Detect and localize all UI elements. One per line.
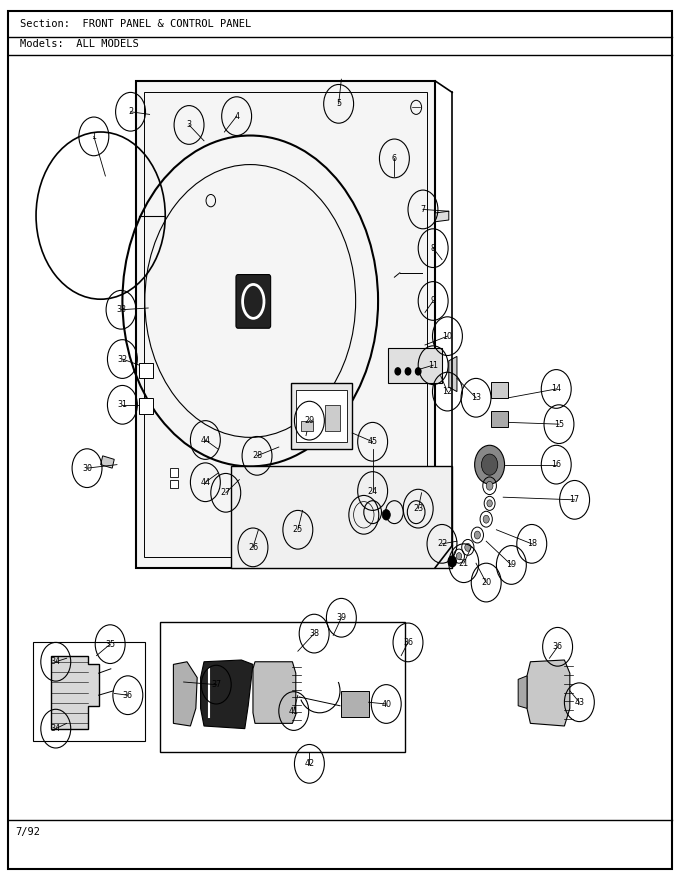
Text: 44: 44 (201, 436, 210, 444)
Text: 45: 45 (368, 437, 377, 446)
Polygon shape (518, 676, 527, 708)
Circle shape (486, 481, 493, 490)
Text: 5: 5 (336, 99, 341, 108)
Text: 36: 36 (403, 638, 413, 647)
Text: 44: 44 (201, 478, 210, 487)
Circle shape (382, 510, 390, 520)
Text: 15: 15 (554, 420, 564, 429)
Circle shape (456, 553, 462, 560)
Bar (136, 81, 435, 568)
Text: 21: 21 (459, 559, 469, 568)
Text: 18: 18 (527, 539, 537, 548)
Text: 25: 25 (292, 525, 303, 534)
Bar (296, 390, 347, 442)
Polygon shape (435, 211, 449, 222)
Text: 37: 37 (211, 680, 221, 689)
Bar (160, 622, 405, 752)
Circle shape (395, 368, 401, 375)
Circle shape (415, 368, 421, 375)
Text: 11: 11 (428, 361, 438, 370)
Text: 13: 13 (471, 393, 481, 402)
Bar (170, 480, 178, 488)
FancyBboxPatch shape (236, 275, 271, 328)
Bar (491, 382, 508, 398)
Text: 19: 19 (507, 561, 516, 569)
Text: 29: 29 (304, 416, 315, 425)
Text: Models:  ALL MODELS: Models: ALL MODELS (20, 39, 139, 48)
Text: 33: 33 (116, 305, 126, 314)
Text: 39: 39 (337, 613, 346, 622)
Bar (291, 383, 352, 449)
Text: 30: 30 (82, 464, 92, 473)
Polygon shape (388, 348, 442, 383)
Text: 7: 7 (420, 205, 426, 214)
Bar (144, 92, 427, 557)
Text: 7/92: 7/92 (15, 827, 40, 837)
Text: 26: 26 (248, 543, 258, 552)
Text: 16: 16 (551, 460, 561, 469)
Text: 8: 8 (430, 244, 436, 253)
Text: 38: 38 (309, 629, 319, 638)
Circle shape (465, 544, 471, 551)
Text: 10: 10 (443, 332, 452, 341)
Text: 36: 36 (123, 691, 133, 700)
Text: 43: 43 (575, 698, 584, 707)
Bar (139, 363, 153, 378)
Text: 31: 31 (118, 400, 127, 409)
Text: 36: 36 (553, 642, 562, 651)
Bar (170, 468, 178, 477)
Text: 34: 34 (51, 657, 61, 666)
Text: 27: 27 (220, 488, 231, 497)
Text: 3: 3 (186, 121, 192, 129)
Bar (231, 466, 452, 568)
Polygon shape (173, 662, 197, 726)
Text: 42: 42 (305, 759, 314, 768)
Text: 14: 14 (551, 385, 561, 393)
Circle shape (475, 445, 505, 484)
Circle shape (405, 368, 411, 375)
Bar (341, 691, 369, 717)
Text: 23: 23 (413, 504, 423, 513)
Bar (491, 411, 508, 427)
Text: 12: 12 (443, 387, 452, 396)
Polygon shape (51, 656, 99, 729)
Text: 17: 17 (570, 495, 579, 504)
Text: 9: 9 (430, 297, 436, 305)
Bar (301, 421, 313, 431)
Text: 28: 28 (252, 451, 262, 460)
Bar (139, 398, 153, 414)
Polygon shape (253, 662, 296, 723)
Text: 20: 20 (481, 578, 491, 587)
Bar (33, 642, 145, 741)
Text: 2: 2 (128, 107, 133, 116)
Text: 24: 24 (368, 487, 377, 495)
Text: 6: 6 (392, 154, 397, 163)
Text: 22: 22 (437, 539, 447, 548)
Text: Section:  FRONT PANEL & CONTROL PANEL: Section: FRONT PANEL & CONTROL PANEL (20, 19, 252, 29)
Polygon shape (449, 356, 457, 392)
Circle shape (481, 454, 498, 475)
Text: 4: 4 (234, 112, 239, 121)
Polygon shape (527, 660, 570, 726)
Polygon shape (101, 456, 114, 468)
Text: 40: 40 (381, 700, 391, 708)
Text: 35: 35 (105, 640, 115, 649)
Circle shape (487, 500, 492, 507)
Text: 32: 32 (118, 355, 127, 363)
Text: 1: 1 (91, 132, 97, 141)
Circle shape (448, 556, 456, 567)
Bar (325, 405, 340, 431)
Text: 34: 34 (51, 724, 61, 733)
Text: 41: 41 (289, 707, 299, 715)
Circle shape (474, 531, 480, 539)
Circle shape (483, 516, 490, 524)
Polygon shape (201, 660, 253, 729)
